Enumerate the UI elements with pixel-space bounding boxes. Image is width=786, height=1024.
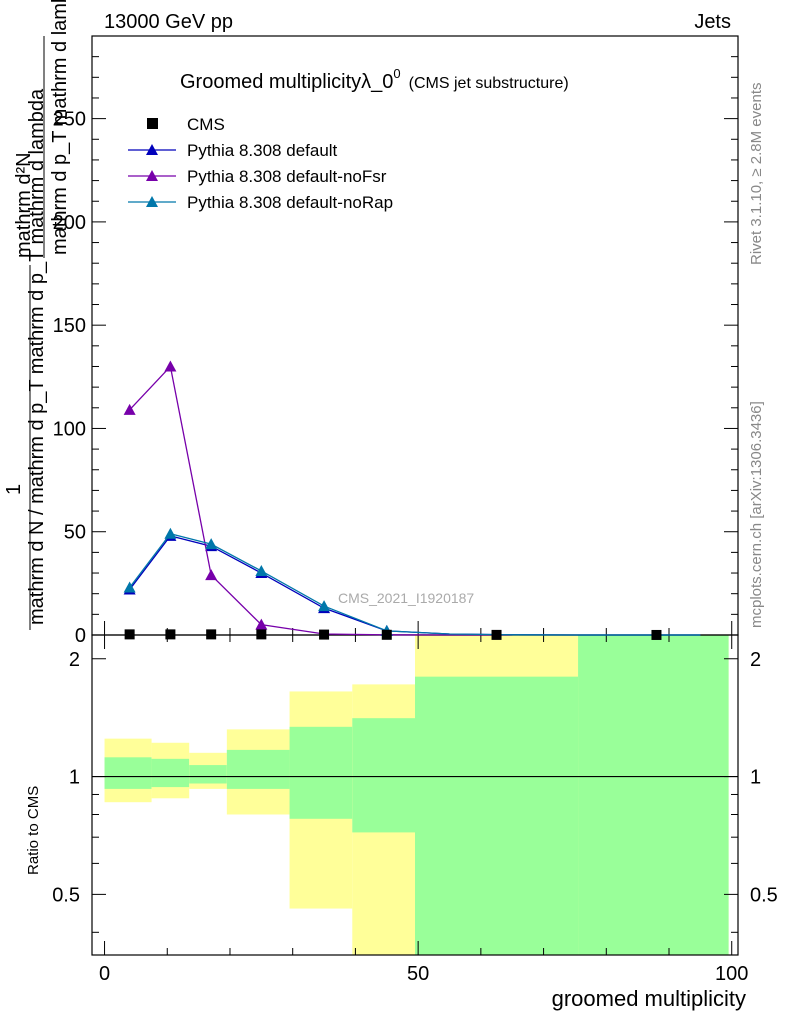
- x-tick-label-0: 0: [99, 963, 110, 985]
- series-marker-2-4: [318, 600, 331, 612]
- x-axis-label: groomed multiplicity: [552, 986, 746, 1011]
- legend-marker-1: [146, 144, 158, 155]
- legend-marker-2: [146, 170, 158, 181]
- mcplots-label: mcplots.cern.ch [arXiv:1306.3436]: [748, 401, 765, 628]
- cms-point-1: [165, 629, 176, 640]
- ratio-band-inner-7: [578, 635, 729, 955]
- y-tick-label-150: 150: [53, 315, 86, 337]
- series-marker-2-3: [255, 564, 268, 576]
- cms-point-5: [381, 629, 392, 640]
- plot-title: Groomed multiplicityλ_00(CMS jet substru…: [180, 66, 569, 93]
- ratio-band-inner-4: [289, 726, 353, 819]
- cms-point-4: [319, 629, 330, 640]
- series-marker-1-0: [123, 403, 136, 415]
- y-tick-label-100: 100: [53, 418, 86, 440]
- series-marker-1-3: [255, 618, 268, 630]
- series-marker-2-2: [205, 538, 218, 550]
- ratio-tick-label-right-1: 1: [750, 767, 761, 789]
- y-tick-label-50: 50: [64, 522, 86, 544]
- y-tick-label-250: 250: [53, 109, 86, 131]
- ylabel-denominator: mathrm d p_T mathrm d lambda: [49, 0, 71, 255]
- ylabel-numerator: mathrm d²N: [13, 152, 35, 258]
- cms-point-6: [491, 629, 502, 640]
- series-line-1: [129, 365, 513, 636]
- x-tick-label-100: 100: [715, 963, 748, 985]
- legend: CMS Pythia 8.308 default Pythia 8.308 defa…: [128, 115, 393, 212]
- series-marker-2-0: [123, 581, 136, 593]
- y-tick-label-0: 0: [75, 625, 86, 647]
- ratio-y-axis-label: Ratio to CMS: [25, 786, 42, 875]
- legend-label-3: Pythia 8.308 default-noRap: [187, 193, 393, 212]
- y-axis-label: mathrm d²N mathrm d p_T mathrm d lambda …: [3, 0, 71, 630]
- axis-tick-labels: 0 50 100 0 50 100 150 200 250 0.5 0.5 1 1 2 2: [52, 109, 778, 985]
- ratio-tick-label-left-2: 2: [69, 649, 80, 671]
- ylabel-left: mathrm d N / mathrm d p_T mathrm d p_T m…: [26, 88, 48, 625]
- cms-point-2: [206, 629, 217, 640]
- series-marker-1-1: [164, 360, 177, 372]
- legend-marker-3: [146, 196, 158, 207]
- ratio-band-inner-1: [151, 758, 190, 788]
- ratio-tick-label-left-1: 1: [69, 767, 80, 789]
- header-energy: 13000 GeV pp: [104, 11, 233, 33]
- ratio-tick-label-right-2: 2: [750, 649, 761, 671]
- ylabel-one: 1: [3, 484, 25, 495]
- analysis-watermark: CMS_2021_I1920187: [338, 590, 474, 606]
- legend-label-0: CMS: [187, 115, 225, 134]
- ratio-band-inner-5: [352, 718, 415, 833]
- series-marker-1-2: [205, 569, 218, 581]
- ratio-band-inner-6: [415, 676, 579, 955]
- cms-point-3: [256, 629, 267, 640]
- y-tick-label-200: 200: [53, 212, 86, 234]
- series-marker-2-1: [164, 527, 177, 539]
- cms-point-0: [124, 629, 135, 640]
- legend-label-1: Pythia 8.308 default: [187, 141, 338, 160]
- header-category: Jets: [694, 11, 731, 33]
- legend-label-2: Pythia 8.308 default-noFsr: [187, 167, 387, 186]
- ratio-band-inner-0: [104, 757, 152, 789]
- rivet-label: Rivet 3.1.10, ≥ 2.8M events: [748, 83, 765, 266]
- ratio-bands: [104, 635, 729, 955]
- cms-point-7: [651, 629, 662, 640]
- ratio-tick-label-right-0.5: 0.5: [750, 884, 778, 906]
- ratio-tick-label-left-0.5: 0.5: [52, 884, 80, 906]
- cms-data-points: [124, 629, 662, 640]
- legend-marker-cms: [147, 118, 158, 129]
- ratio-band-inner-3: [226, 749, 290, 789]
- ratio-band-inner-2: [189, 765, 227, 784]
- x-tick-label-50: 50: [407, 963, 429, 985]
